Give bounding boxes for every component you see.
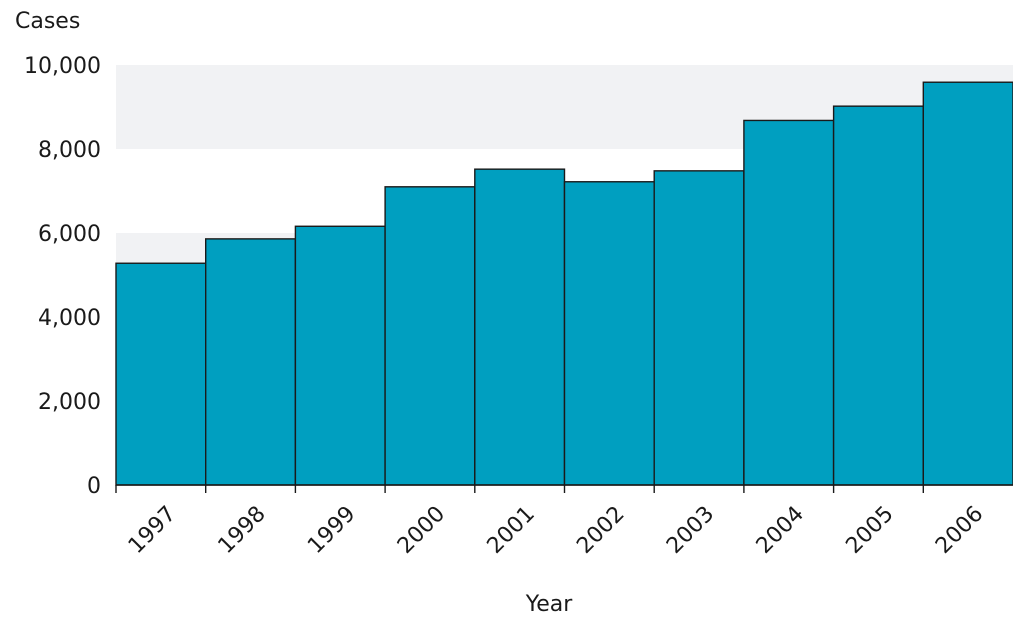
y-tick-label: 2,000 (38, 390, 101, 415)
y-tick-label: 8,000 (38, 138, 101, 163)
x-tick-labels: 1997 1998 1999 2000 2001 2002 2003 2004 2005 2006 (124, 502, 989, 559)
y-tick-label: 10,000 (24, 54, 101, 79)
bar-2003 (653, 170, 745, 486)
x-tick-label: 2001 (483, 502, 540, 559)
bar-1999 (294, 225, 386, 486)
bars (115, 81, 1013, 486)
y-tick-label: 0 (87, 474, 101, 499)
x-tick-label: 2005 (841, 502, 898, 559)
x-tick-label: 1999 (303, 502, 360, 559)
bar-2000 (384, 186, 476, 486)
y-axis-label: Cases (15, 9, 80, 34)
x-tick-label: 2000 (393, 502, 450, 559)
x-tick-label: 2003 (662, 502, 719, 559)
y-tick-labels: 0 2,000 4,000 6,000 8,000 10,000 (24, 54, 101, 499)
bar-2002 (563, 181, 655, 486)
bar-2001 (474, 168, 566, 486)
bar-2006 (922, 81, 1013, 486)
axes (115, 484, 1013, 493)
x-tick-label: 1997 (124, 502, 181, 559)
x-axis-label: Year (525, 592, 574, 617)
y-tick-label: 6,000 (38, 222, 101, 247)
bar-1997 (115, 262, 207, 486)
x-tick-label: 1998 (214, 502, 271, 559)
x-tick-label: 2004 (752, 502, 809, 559)
y-tick-label: 4,000 (38, 306, 101, 331)
x-tick-label: 2006 (931, 502, 988, 559)
bar-2005 (832, 105, 924, 486)
bar-2004 (743, 119, 835, 486)
bar-1998 (204, 238, 297, 486)
x-tick-label: 2002 (572, 502, 629, 559)
